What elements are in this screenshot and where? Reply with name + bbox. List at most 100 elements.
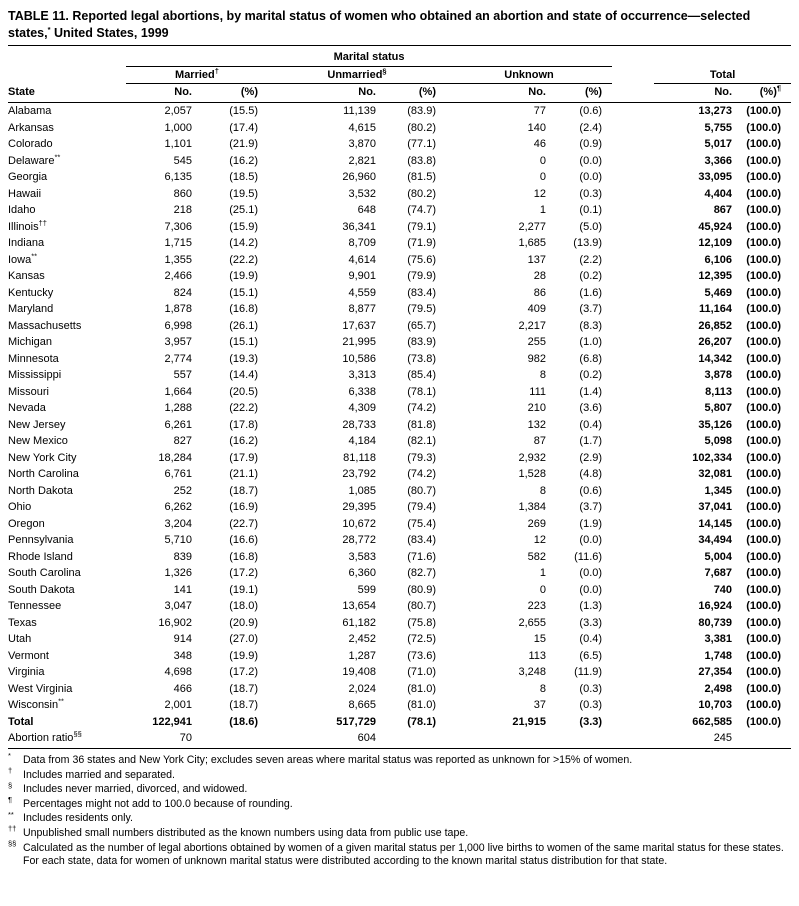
column-spacer	[612, 120, 654, 137]
cell-married-pct: (14.4)	[229, 369, 258, 381]
cell-married-no: 7,306	[164, 220, 192, 233]
cell-unmarried-no: 3,532	[348, 187, 376, 200]
cell-unknown-pct: (0.6)	[579, 105, 603, 117]
cell-state: Ohio	[8, 501, 32, 513]
footnote: § Includes never married, divorced, and w…	[8, 780, 248, 796]
cell-married-no: 1,101	[164, 138, 192, 150]
cell-unmarried-no: 11,139	[343, 105, 376, 117]
cell-unknown-no: 87	[533, 435, 546, 447]
state-footnote-marker: **	[54, 152, 61, 161]
cell-total-no: 33,095	[698, 171, 733, 183]
cell-unmarried-no: 2,821	[348, 154, 376, 167]
cell-unknown-no: 1,384	[518, 501, 546, 513]
cell-total-pct: (100.0)	[746, 171, 782, 183]
table-row: Nevada 1,288 (22.2) 4,309 (74.2) 210 (3.6) 5,80…	[8, 400, 791, 417]
cell-total-no: 12,109	[698, 237, 733, 249]
cell-married-no: 1,000	[164, 121, 192, 134]
cell-unknown-no: 2,932	[518, 451, 546, 464]
cell-total-no: 102,334	[692, 451, 733, 464]
cell-unknown-no: 8	[539, 369, 546, 381]
cell-total-pct: (100.0)	[746, 418, 782, 431]
cell-unmarried-pct: (80.7)	[407, 484, 436, 497]
cell-total-no: 4,404	[704, 187, 733, 200]
cell-unknown-no: 137	[527, 253, 546, 266]
cell-state: Maryland	[8, 303, 54, 315]
footnotes: * Data from 36 states and New York City; …	[8, 752, 791, 869]
cell-married-no: 6,761	[164, 468, 192, 480]
cell-married-pct: (18.7)	[229, 682, 258, 695]
table-row: Utah 914 (27.0) 2,452 (72.5) 15 (0.4) 3,381 (100…	[8, 631, 791, 648]
column-headers-row: State No. (%) No. (%) No. (%) No. (%)¶	[8, 83, 792, 103]
cell-unmarried-no: 29,395	[342, 501, 376, 513]
empty-cell	[8, 46, 126, 66]
cell-married-pct: (26.1)	[229, 319, 258, 332]
cell-total-pct: (100.0)	[746, 105, 782, 117]
table-row: Tennessee 3,047 (18.0) 13,654 (80.7) 223 (1.3)…	[8, 598, 791, 615]
cell-unmarried-pct: (80.2)	[407, 121, 436, 134]
cell-total-pct: (100.0)	[746, 237, 782, 249]
cell-total-no: 867	[713, 204, 733, 216]
column-spacer	[612, 66, 654, 84]
cell-married-no: 839	[173, 550, 192, 563]
cell-unknown-no: 582	[527, 550, 546, 563]
cell-married-pct: (21.1)	[229, 468, 258, 480]
footnote-text: Percentages might not add to 100.0 becau…	[23, 797, 293, 810]
column-spacer	[612, 598, 654, 615]
pct-label: (%)	[759, 86, 777, 98]
cell-unmarried-pct: (83.9)	[407, 105, 436, 117]
cell-unmarried-pct: (82.7)	[407, 567, 436, 579]
unmarried-no-header: No.	[268, 83, 380, 103]
pct-footnote-marker: ¶	[776, 83, 782, 93]
cell-unknown-pct: (0.1)	[579, 204, 603, 216]
cell-unknown-pct: (0.9)	[579, 138, 603, 150]
cell-unknown-no: 113	[528, 649, 546, 662]
column-spacer	[612, 433, 654, 450]
cell-unknown-pct: (3.7)	[579, 303, 603, 315]
cell-state: Colorado	[8, 138, 53, 150]
table-row: South Carolina 1,326 (17.2) 6,360 (82.7) 1 (0.…	[8, 565, 791, 582]
cell-total-no: 12,395	[698, 270, 733, 282]
cell-married-no: 2,466	[164, 270, 192, 282]
cell-total-no: 14,342	[698, 352, 733, 365]
cell-state: Virginia	[8, 666, 45, 678]
state-footnote-marker: **	[31, 251, 38, 260]
column-spacer	[612, 301, 654, 318]
cell-total-pct: (100.0)	[746, 682, 782, 695]
cell-unknown-pct: (1.3)	[579, 600, 603, 612]
cell-unmarried-pct: (75.8)	[407, 616, 436, 629]
cell-unmarried-no: 8,709	[348, 237, 376, 249]
cell-total-pct: (100.0)	[746, 352, 782, 365]
table-row: Colorado 1,101 (21.9) 3,870 (77.1) 46 (0.9) 5,0…	[8, 136, 791, 153]
cell-total-no: 5,469	[704, 286, 733, 299]
cell-total-no: 1,748	[704, 649, 733, 662]
cell-unknown-pct: (0.0)	[579, 583, 603, 596]
cell-state: Utah	[8, 633, 32, 645]
cell-married-pct: (20.9)	[229, 616, 258, 629]
cell-state: North Dakota	[8, 484, 73, 497]
cell-married-pct: (15.1)	[229, 286, 258, 299]
column-spacer	[612, 384, 654, 401]
cell-unknown-no: 1	[539, 204, 546, 216]
cell-total-no: 5,017	[704, 138, 733, 150]
total-pct-header: (%)¶	[736, 83, 792, 103]
cell-unmarried-pct: (81.5)	[407, 171, 436, 183]
cell-unmarried-pct	[380, 730, 446, 749]
cell-married-pct: (17.8)	[229, 418, 258, 431]
cell-unmarried-pct: (82.1)	[407, 435, 436, 447]
cell-married-no: 466	[173, 682, 192, 695]
cell-state: Illinois††	[8, 218, 47, 233]
cell-unknown-no: 1,528	[518, 468, 546, 480]
cell-married-no: 3,047	[164, 600, 192, 612]
cell-unknown-pct: (1.4)	[579, 385, 603, 398]
column-spacer	[612, 83, 655, 103]
footnote-text: Unpublished small numbers distributed as…	[23, 826, 469, 839]
cell-total-no: 14,145	[698, 517, 733, 530]
cell-married-no: 1,878	[164, 303, 192, 315]
cell-unmarried-no: 13,654	[342, 600, 376, 612]
cell-married-pct: (19.5)	[229, 187, 258, 200]
cell-state: Total	[8, 715, 34, 728]
cell-state: Texas	[8, 616, 37, 629]
cell-married-pct: (14.2)	[229, 237, 258, 249]
cell-unmarried-no: 1,287	[348, 649, 376, 662]
cell-unmarried-pct: (79.9)	[407, 270, 436, 282]
